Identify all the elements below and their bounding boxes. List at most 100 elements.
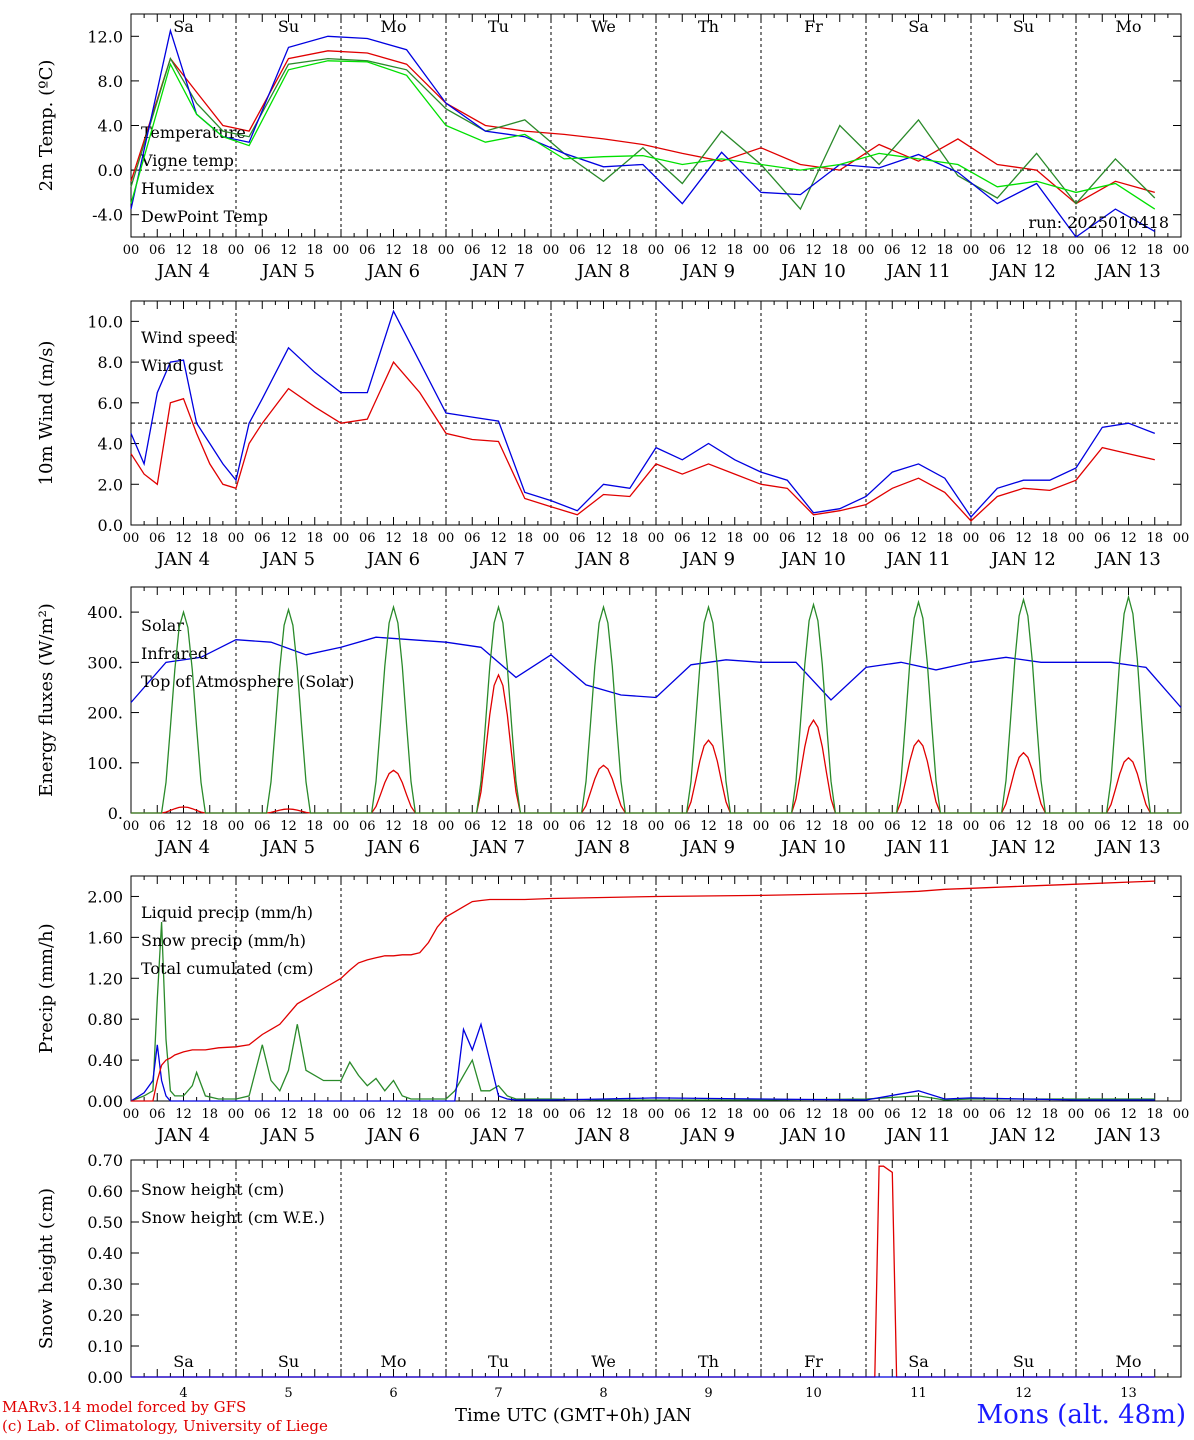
y-tick-label: 8.0 (98, 72, 123, 91)
date-label: JAN 13 (1094, 1125, 1161, 1146)
hour-label: 18 (936, 243, 953, 258)
hour-label: 00 (1068, 1107, 1085, 1122)
legend-entry: Solar (141, 616, 184, 635)
hour-label: 00 (438, 243, 455, 258)
hour-label: 18 (936, 531, 953, 546)
day-number: 8 (599, 1386, 607, 1401)
y-tick-label: 200. (87, 704, 123, 723)
legend-entry: Humidex (141, 179, 214, 198)
hour-label: 12 (595, 1107, 612, 1122)
y-tick-label: 0.80 (87, 1010, 123, 1029)
hour-label: 12 (490, 819, 507, 834)
hour-label: 12 (280, 1107, 297, 1122)
date-label: JAN 5 (260, 837, 315, 858)
hour-label: 12 (490, 243, 507, 258)
hour-label: 06 (569, 819, 586, 834)
weekday-label: Su (278, 17, 299, 36)
y-axis-label: Energy fluxes (W/m²) (36, 603, 57, 797)
hour-label: 06 (569, 531, 586, 546)
hour-label: 06 (674, 1107, 691, 1122)
y-tick-label: 0.20 (87, 1306, 123, 1325)
y-tick-label: 0.0 (98, 516, 123, 535)
date-label: JAN 6 (365, 837, 420, 858)
hour-label: 12 (175, 243, 192, 258)
weekday-label: Fr (804, 17, 823, 36)
hour-label: 00 (123, 819, 140, 834)
hour-label: 06 (254, 243, 271, 258)
hour-label: 06 (149, 243, 166, 258)
hour-label: 00 (858, 243, 875, 258)
credit-line-2: (c) Lab. of Climatology, University of L… (2, 1417, 328, 1435)
hour-label: 00 (1173, 243, 1190, 258)
hour-label: 00 (333, 1107, 350, 1122)
hour-label: 00 (753, 1107, 770, 1122)
hour-label: 18 (1146, 531, 1163, 546)
series-line-snow-precip-mm-h- (130, 1021, 1155, 1102)
panel-1: -4.00.04.08.012.02m Temp. (ºC) Temperatur… (36, 13, 1190, 282)
y-tick-label: 300. (87, 653, 123, 672)
hour-label: 12 (175, 531, 192, 546)
hour-label: 12 (490, 531, 507, 546)
day-number: 10 (805, 1386, 822, 1401)
legend-entry: Wind speed (141, 328, 236, 347)
hour-label: 12 (805, 819, 822, 834)
legend-entry: Snow precip (mm/h) (141, 931, 306, 950)
y-tick-label: 12.0 (87, 27, 123, 46)
y-tick-label: 0.30 (87, 1275, 123, 1294)
y-axis-label: 10m Wind (m/s) (36, 341, 57, 486)
hour-label: 06 (884, 243, 901, 258)
hour-label: 12 (910, 1107, 927, 1122)
date-label: JAN 9 (680, 1125, 735, 1146)
x-axis-title: Time UTC (GMT+0h) JAN (455, 1405, 692, 1426)
weekday-label: Tu (488, 1352, 509, 1371)
hour-label: 00 (543, 1107, 560, 1122)
hour-label: 12 (385, 243, 402, 258)
hour-label: 06 (989, 243, 1006, 258)
series-line-liquid-precip-mm-h- (130, 921, 1155, 1102)
weekday-label: Th (698, 17, 719, 36)
hour-label: 06 (674, 243, 691, 258)
hour-label: 00 (438, 1107, 455, 1122)
hour-label: 06 (569, 1107, 586, 1122)
hour-label: 06 (1094, 1107, 1111, 1122)
hour-label: 18 (621, 819, 638, 834)
hour-label: 06 (359, 243, 376, 258)
series-line-total-cumulated-cm- (131, 880, 1155, 1102)
date-label: JAN 11 (884, 261, 951, 282)
hour-label: 18 (201, 243, 218, 258)
hour-label: 00 (648, 819, 665, 834)
y-tick-label: 1.20 (87, 969, 123, 988)
y-axis-label: 2m Temp. (ºC) (36, 60, 57, 192)
hour-label: 12 (280, 819, 297, 834)
date-label: JAN 12 (989, 837, 1056, 858)
hour-label: 00 (648, 531, 665, 546)
hour-label: 12 (910, 819, 927, 834)
hour-label: 00 (228, 1107, 245, 1122)
date-label: JAN 4 (155, 549, 210, 570)
hour-label: 00 (1173, 819, 1190, 834)
date-label: JAN 5 (260, 549, 315, 570)
y-tick-label: 8.0 (98, 353, 123, 372)
hour-label: 18 (831, 243, 848, 258)
hour-label: 00 (1173, 531, 1190, 546)
y-tick-label: 0. (108, 804, 123, 823)
series-line-humidex (130, 28, 1156, 238)
hour-label: 12 (1015, 531, 1032, 546)
date-label: JAN 4 (155, 837, 210, 858)
hour-label: 00 (543, 819, 560, 834)
weekday-label: Su (1013, 17, 1034, 36)
hour-label: 06 (779, 819, 796, 834)
hour-label: 18 (1146, 1107, 1163, 1122)
y-axis-label: Precip (mm/h) (36, 923, 57, 1053)
hour-label: 06 (464, 1107, 481, 1122)
weekday-label: Sa (908, 17, 929, 36)
hour-label: 18 (621, 243, 638, 258)
date-label: JAN 11 (884, 1125, 951, 1146)
hour-label: 12 (700, 819, 717, 834)
hour-label: 06 (884, 819, 901, 834)
hour-label: 18 (1041, 819, 1058, 834)
credit-block: MARv3.14 model forced by GFS (c) Lab. of… (2, 1398, 328, 1436)
hour-label: 18 (936, 1107, 953, 1122)
hour-label: 00 (228, 819, 245, 834)
date-label: JAN 6 (365, 549, 420, 570)
